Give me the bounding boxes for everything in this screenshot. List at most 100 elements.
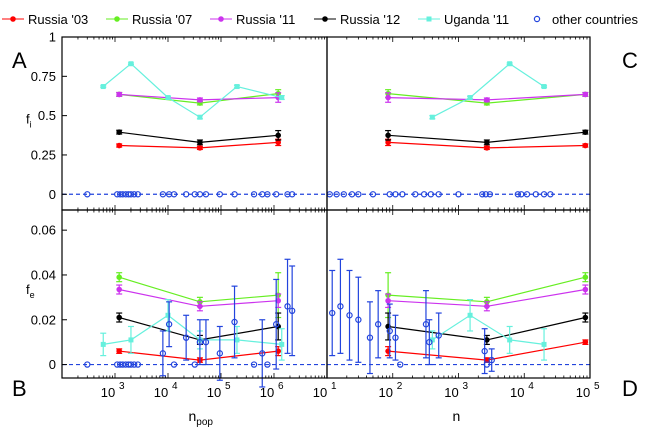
data-point — [202, 191, 210, 198]
series-line — [431, 314, 545, 345]
x-tick-label: 10 — [444, 385, 458, 400]
data-point — [484, 303, 490, 310]
legend-marker — [114, 16, 120, 22]
data-point — [234, 337, 240, 343]
series-line — [119, 316, 279, 341]
data-point — [582, 274, 589, 281]
data-point — [216, 191, 224, 198]
y-axis-label-sub: i — [30, 120, 32, 130]
data-point — [392, 191, 399, 198]
data-point — [385, 297, 391, 304]
data-point — [116, 348, 122, 354]
y-tick-label: 0.06 — [31, 223, 56, 238]
legend: Russia '03 Russia '07 Russia '11 Russia '12… — [2, 12, 638, 27]
data-point — [100, 84, 106, 90]
data-point — [333, 191, 340, 198]
data-point — [159, 350, 167, 357]
x-axis-label: n — [453, 408, 461, 424]
y-tick-label: 0.5 — [38, 108, 56, 123]
panel-a: 0 0.25 0.5 0.75 1 fi — [26, 30, 328, 211]
data-point — [264, 191, 271, 198]
data-point — [507, 61, 513, 67]
data-point — [264, 361, 271, 368]
data-point — [397, 361, 404, 368]
series-russia-12 — [385, 129, 589, 146]
data-point — [116, 274, 122, 281]
data-point — [275, 297, 281, 304]
y-tick-label: 0.04 — [31, 267, 56, 282]
data-point — [455, 191, 462, 198]
data-point — [234, 84, 240, 90]
data-point — [130, 361, 138, 368]
y-tick-label: 0.75 — [31, 69, 56, 84]
series-uganda-11 — [429, 61, 548, 120]
data-point — [231, 318, 238, 326]
data-point — [348, 191, 356, 198]
data-point — [197, 114, 203, 120]
y-tick-label: 0.25 — [31, 147, 56, 162]
data-point — [547, 191, 554, 198]
legend-marker — [10, 16, 16, 22]
data-point — [216, 350, 224, 357]
panel-b: 0 0.02 0.04 0.06 10 3 10 4 10 5 10 6 fe npop — [26, 209, 328, 428]
x-axis-label-sub: pop — [196, 417, 213, 428]
series-russia-03 — [385, 339, 589, 363]
x-tick-label: 10 — [510, 385, 524, 400]
data-point — [488, 356, 495, 364]
x-tick-label: 10 — [207, 385, 221, 400]
data-point — [435, 191, 442, 198]
data-point — [386, 327, 393, 335]
legend-marker — [218, 16, 224, 22]
data-point — [582, 286, 589, 293]
data-point — [279, 341, 285, 347]
series-russia-03 — [116, 138, 282, 151]
legend-marker — [322, 16, 328, 22]
panel-letter-d: D — [622, 376, 638, 401]
data-point — [429, 337, 435, 343]
data-point — [385, 132, 391, 139]
series-other-countries — [84, 191, 296, 198]
series-other-countries — [326, 191, 554, 198]
data-point — [165, 312, 171, 318]
series-russia-11 — [385, 91, 589, 103]
legend-label: Russia '12 — [340, 12, 400, 27]
x-tick-label: 10 — [379, 385, 393, 400]
data-point — [467, 312, 473, 318]
data-point — [259, 350, 266, 357]
data-point — [392, 334, 399, 341]
data-point — [279, 95, 285, 101]
data-point — [420, 191, 428, 198]
legend-item-russia-12: Russia '12 — [314, 12, 400, 27]
x-tick-exponent: 5 — [594, 381, 600, 392]
axes-frame — [326, 209, 591, 379]
data-point — [340, 191, 347, 198]
data-point — [374, 321, 382, 328]
x-tick-exponent: 4 — [528, 381, 534, 392]
data-point — [582, 339, 589, 345]
data-point — [128, 61, 134, 67]
data-point — [329, 309, 336, 317]
data-point — [385, 94, 391, 101]
data-point — [116, 129, 122, 135]
legend-label: Russia '03 — [28, 12, 88, 27]
data-point — [481, 347, 488, 355]
data-point — [479, 191, 486, 198]
data-point — [231, 191, 238, 198]
data-point — [483, 361, 491, 368]
data-point — [165, 321, 173, 328]
y-tick-label: 0 — [49, 357, 56, 372]
data-point — [196, 191, 204, 198]
legend-marker — [426, 16, 432, 22]
data-point — [272, 191, 280, 198]
data-point — [346, 312, 353, 319]
series-line — [119, 276, 279, 303]
legend-item-uganda-11: Uganda '11 — [418, 12, 509, 27]
x-tick-exponent: 6 — [278, 381, 284, 392]
x-tick-exponent: 3 — [119, 381, 125, 392]
data-point — [250, 361, 258, 368]
data-point — [541, 84, 547, 90]
data-point — [250, 191, 258, 198]
data-point — [540, 191, 548, 198]
legend-label: other countries — [552, 12, 638, 27]
